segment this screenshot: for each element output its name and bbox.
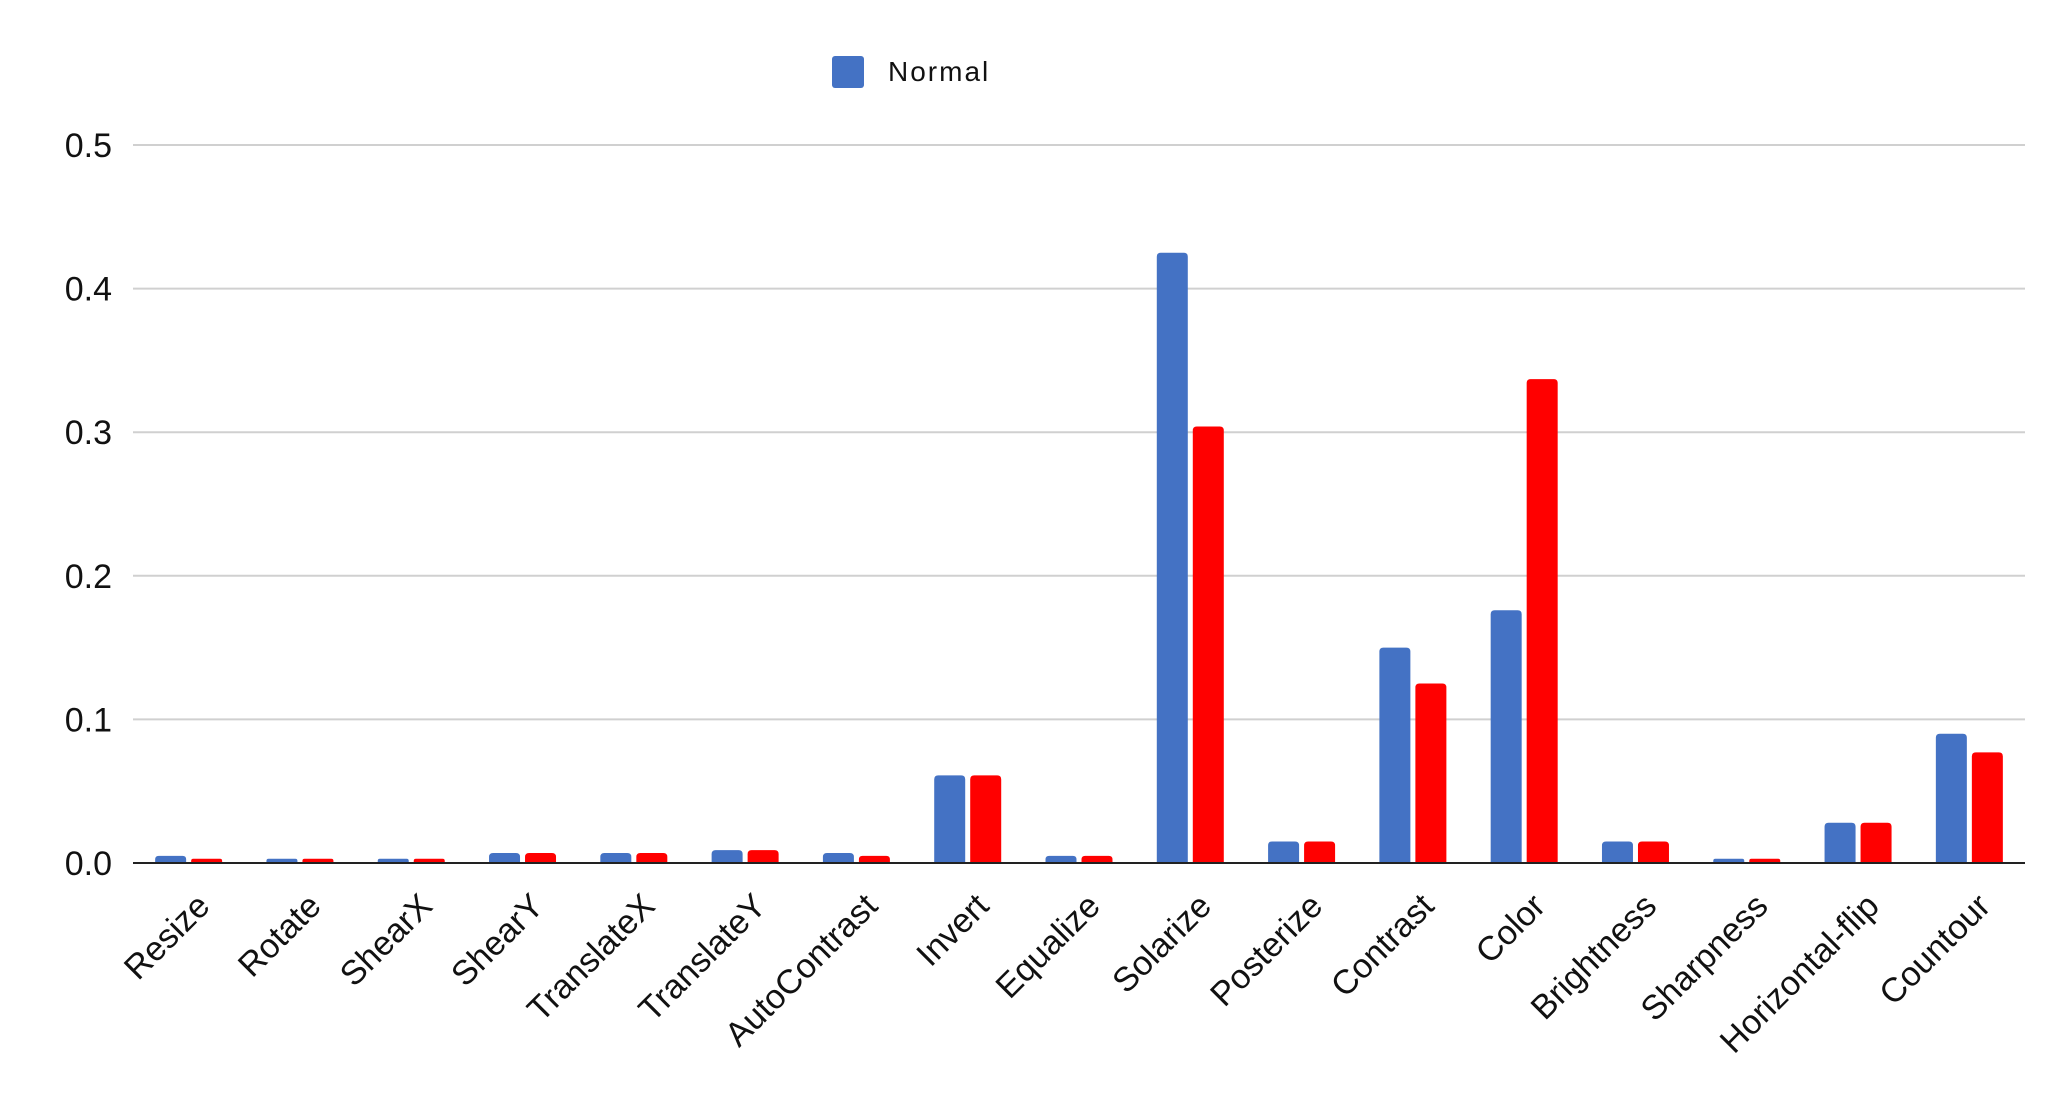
bar-normal-translatey	[711, 850, 743, 863]
bar-series-2-shearx	[413, 858, 445, 863]
bar-series-2-brightness	[1637, 841, 1669, 863]
bar-normal-posterize	[1268, 841, 1300, 863]
bars	[155, 252, 2003, 863]
bar-normal-resize	[155, 855, 187, 863]
bar-normal-sheary	[489, 852, 521, 863]
bar-series-2-solarize	[1192, 426, 1224, 863]
bar-series-2-equalize	[1081, 855, 1113, 863]
bar-series-2-posterize	[1304, 841, 1336, 863]
bar-normal-equalize	[1045, 855, 1077, 863]
gridlines	[133, 144, 2025, 721]
bar-series-2-sheary	[525, 852, 557, 863]
x-category-label: ShearX	[333, 887, 440, 994]
bar-series-2-contrast	[1415, 683, 1447, 863]
x-category-label: ShearY	[444, 887, 551, 994]
bar-normal-translatex	[600, 852, 632, 863]
legend: Normal	[832, 56, 990, 88]
bar-series-2-horizontal-flip	[1860, 822, 1892, 863]
bar-series-2-countour	[1971, 752, 2003, 863]
bar-normal-autocontrast	[822, 852, 854, 863]
x-axis-category-labels: Resize Rotate ShearX ShearYTranslateXTransl…	[117, 886, 1998, 1060]
bar-series-2-sharpness	[1749, 858, 1781, 863]
bar-normal-sharpness	[1713, 858, 1745, 863]
x-category-label: Resize	[117, 887, 217, 987]
bar-normal-contrast	[1379, 647, 1411, 863]
bar-normal-horizontal-flip	[1824, 822, 1856, 863]
bar-normal-countour	[1935, 733, 1967, 863]
bar-series-2-invert	[970, 775, 1002, 863]
y-axis-tick-labels: 0.0 0.1 0.2 0.3 0.4 0.5	[65, 127, 112, 883]
y-tick-label: 0.2	[65, 558, 112, 596]
legend-label-normal: Normal	[888, 56, 990, 87]
bar-series-2-translatex	[636, 852, 668, 863]
bar-normal-brightness	[1601, 841, 1633, 863]
x-category-label: Invert	[909, 886, 996, 973]
bar-series-2-translatey	[747, 850, 779, 863]
bar-normal-rotate	[266, 858, 298, 863]
bar-series-2-autocontrast	[858, 855, 890, 863]
bar-normal-color	[1490, 610, 1522, 863]
bar-series-2-resize	[191, 858, 223, 863]
x-category-label: Color	[1468, 887, 1552, 971]
y-tick-label: 0.1	[65, 701, 112, 739]
y-tick-label: 0.0	[65, 845, 112, 883]
bar-series-2-color	[1526, 379, 1558, 863]
y-tick-label: 0.3	[65, 414, 112, 452]
x-category-label: Equalize	[989, 887, 1108, 1006]
bar-normal-invert	[934, 775, 966, 863]
x-category-label: Posterize	[1203, 887, 1330, 1014]
x-category-label: Rotate	[231, 887, 329, 985]
bar-normal-solarize	[1156, 252, 1188, 863]
y-tick-label: 0.4	[65, 271, 112, 309]
bar-series-2-rotate	[302, 858, 334, 863]
x-category-label: Contrast	[1324, 886, 1442, 1004]
bar-normal-shearx	[377, 858, 409, 863]
x-category-label: Countour	[1872, 887, 1998, 1013]
x-category-label: Solarize	[1105, 887, 1219, 1001]
legend-swatch-normal	[832, 56, 864, 88]
y-tick-label: 0.5	[65, 127, 112, 165]
